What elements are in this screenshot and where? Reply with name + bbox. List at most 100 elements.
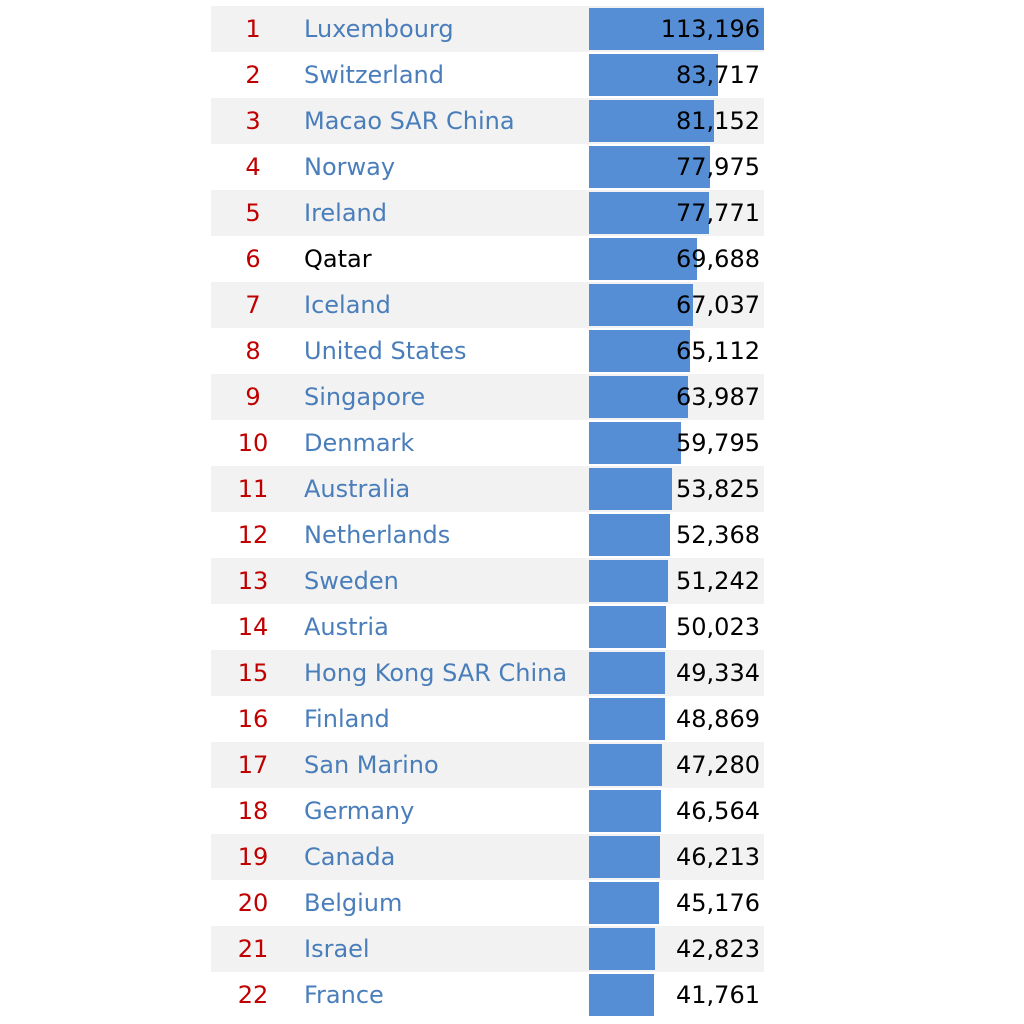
rank-label: 10 [237, 429, 269, 457]
value-bar [589, 698, 665, 740]
value-bar [589, 284, 693, 326]
value-bar [589, 560, 668, 602]
value-bar [589, 790, 661, 832]
value-bar [589, 192, 709, 234]
country-link[interactable]: Singapore [304, 383, 426, 411]
rank-label: 5 [245, 199, 261, 227]
value-bar [589, 376, 688, 418]
value-label: 69,688 [676, 245, 760, 273]
table-row: 14 Austria 50,023 [211, 604, 764, 650]
value-label: 45,176 [676, 889, 760, 917]
value-label: 59,795 [676, 429, 760, 457]
value-label: 47,280 [676, 751, 760, 779]
value-bar [589, 836, 660, 878]
table-row: 20 Belgium 45,176 [211, 880, 764, 926]
country-link[interactable]: Luxembourg [304, 15, 454, 43]
rank-label: 20 [237, 889, 269, 917]
value-label: 83,717 [676, 61, 760, 89]
country-link[interactable]: Canada [304, 843, 396, 871]
value-label: 41,761 [676, 981, 760, 1009]
country-label: Qatar [304, 245, 372, 273]
table-row: 10 Denmark 59,795 [211, 420, 764, 466]
rank-label: 7 [245, 291, 261, 319]
value-bar [589, 422, 681, 464]
rank-label: 6 [245, 245, 261, 273]
country-link[interactable]: Germany [304, 797, 415, 825]
value-bar [589, 882, 659, 924]
country-link[interactable]: Netherlands [304, 521, 451, 549]
country-link[interactable]: Hong Kong SAR China [304, 659, 568, 687]
value-bar [589, 606, 666, 648]
value-bar [589, 8, 764, 50]
value-label: 67,037 [676, 291, 760, 319]
table-row: 15 Hong Kong SAR China 49,334 [211, 650, 764, 696]
table-row: 2 Switzerland 83,717 [211, 52, 764, 98]
country-link[interactable]: Australia [304, 475, 411, 503]
table-row: 7 Iceland 67,037 [211, 282, 764, 328]
country-link[interactable]: Macao SAR China [304, 107, 515, 135]
rank-label: 21 [237, 935, 269, 963]
value-bar [589, 514, 670, 556]
value-label: 81,152 [676, 107, 760, 135]
country-link[interactable]: France [304, 981, 384, 1009]
rank-label: 1 [245, 15, 261, 43]
value-label: 48,869 [676, 705, 760, 733]
country-link[interactable]: Sweden [304, 567, 399, 595]
rank-label: 2 [245, 61, 261, 89]
value-label: 46,564 [676, 797, 760, 825]
value-bar [589, 238, 697, 280]
rank-label: 19 [237, 843, 269, 871]
country-link[interactable]: United States [304, 337, 467, 365]
value-bar [589, 330, 690, 372]
rank-label: 18 [237, 797, 269, 825]
country-link[interactable]: Switzerland [304, 61, 444, 89]
value-label: 52,368 [676, 521, 760, 549]
country-link[interactable]: Israel [304, 935, 370, 963]
value-bar [589, 146, 710, 188]
country-link[interactable]: Denmark [304, 429, 415, 457]
country-link[interactable]: Finland [304, 705, 390, 733]
table-row: 11 Australia 53,825 [211, 466, 764, 512]
table-row: 3 Macao SAR China 81,152 [211, 98, 764, 144]
value-label: 77,771 [676, 199, 760, 227]
value-bar [589, 54, 718, 96]
table-row: 12 Netherlands 52,368 [211, 512, 764, 558]
table-row: 13 Sweden 51,242 [211, 558, 764, 604]
value-bar [589, 468, 672, 510]
rank-label: 13 [237, 567, 269, 595]
value-label: 51,242 [676, 567, 760, 595]
country-link[interactable]: Austria [304, 613, 389, 641]
value-bar [589, 744, 662, 786]
table-row: 8 United States 65,112 [211, 328, 764, 374]
country-link[interactable]: Iceland [304, 291, 391, 319]
country-link[interactable]: Ireland [304, 199, 388, 227]
table-row: 1 Luxembourg 113,196 [211, 6, 764, 52]
rank-label: 9 [245, 383, 261, 411]
value-label: 65,112 [676, 337, 760, 365]
value-label: 50,023 [676, 613, 760, 641]
value-label: 113,196 [660, 15, 760, 43]
table-row: 4 Norway 77,975 [211, 144, 764, 190]
rank-label: 8 [245, 337, 261, 365]
value-bar [589, 652, 665, 694]
country-link[interactable]: Norway [304, 153, 396, 181]
table-row: 16 Finland 48,869 [211, 696, 764, 742]
value-bar [589, 100, 714, 142]
country-link[interactable]: San Marino [304, 751, 439, 779]
value-label: 42,823 [676, 935, 760, 963]
rank-label: 14 [237, 613, 269, 641]
table-row: 19 Canada 46,213 [211, 834, 764, 880]
value-bar [589, 928, 655, 970]
table-row: 9 Singapore 63,987 [211, 374, 764, 420]
country-link[interactable]: Belgium [304, 889, 403, 917]
rank-label: 15 [237, 659, 269, 687]
table-row: 17 San Marino 47,280 [211, 742, 764, 788]
rank-label: 11 [237, 475, 269, 503]
table-row: 6 Qatar 69,688 [211, 236, 764, 282]
rank-label: 12 [237, 521, 269, 549]
rank-label: 4 [245, 153, 261, 181]
value-label: 53,825 [676, 475, 760, 503]
rank-label: 17 [237, 751, 269, 779]
rank-label: 3 [245, 107, 261, 135]
value-label: 46,213 [676, 843, 760, 871]
